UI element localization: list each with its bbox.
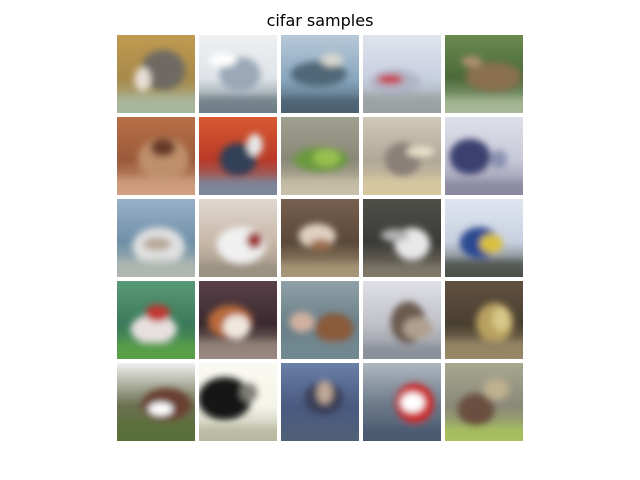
- sample-image-deer: [363, 281, 441, 359]
- sample-image-truck: [445, 199, 523, 277]
- sample-image-cat: [445, 363, 523, 441]
- sample-image-dog: [117, 117, 195, 195]
- sample-image-cat: [363, 117, 441, 195]
- sample-image-horse: [281, 281, 359, 359]
- sample-image-grid: [117, 35, 523, 441]
- sample-image-fire-truck: [363, 363, 441, 441]
- sample-image-ship: [117, 199, 195, 277]
- sample-image-frog: [281, 117, 359, 195]
- sample-image-airplane: [199, 363, 277, 441]
- figure-title: cifar samples: [266, 11, 374, 30]
- sample-image-truck: [445, 117, 523, 195]
- sample-image-sign: [363, 35, 441, 113]
- sample-image-frog: [445, 35, 523, 113]
- sample-image-boat: [281, 35, 359, 113]
- sample-image-cat: [117, 35, 195, 113]
- sample-image-boat: [117, 281, 195, 359]
- sample-image-dog: [199, 281, 277, 359]
- sample-image-truck: [199, 199, 277, 277]
- sample-image-horse: [117, 363, 195, 441]
- sample-image-deer: [281, 363, 359, 441]
- sample-image-frog: [445, 281, 523, 359]
- sample-image-boat: [199, 35, 277, 113]
- sample-image-bird: [199, 117, 277, 195]
- sample-image-horse: [363, 199, 441, 277]
- sample-image-horse: [281, 199, 359, 277]
